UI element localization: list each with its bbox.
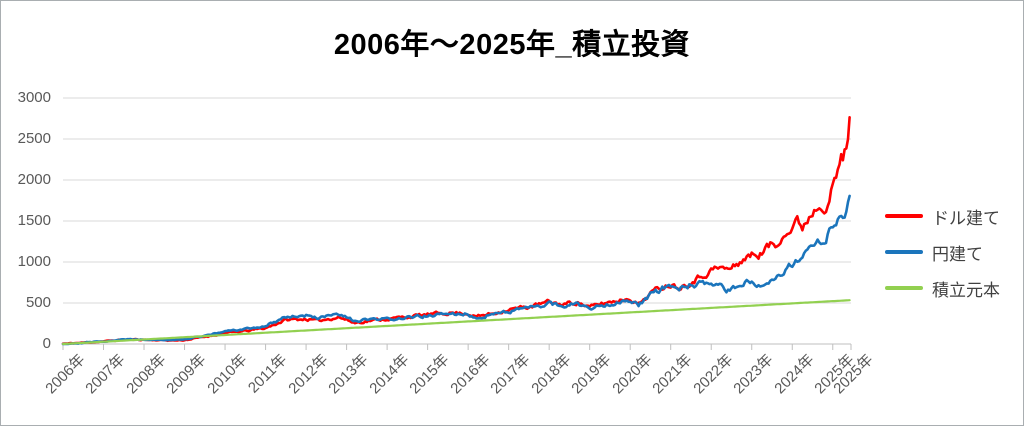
y-axis-label: 1500 [17, 212, 51, 229]
legend-line-green-icon [885, 286, 923, 290]
legend-label-principal: 積立元本 [932, 280, 1000, 300]
legend-line-red-icon [885, 214, 923, 218]
y-axis-label: 0 [42, 335, 51, 352]
series-line-dollar [61, 116, 851, 346]
y-axis-label: 500 [25, 294, 51, 311]
chart-legend: ドル建て 円建て 積立元本 [885, 198, 1000, 306]
legend-item-principal: 積立元本 [885, 270, 1000, 306]
chart-title: 2006年～2025年_積立投資 [333, 29, 691, 61]
legend-item-dollar: ドル建て [885, 198, 1000, 234]
series-line-principal [61, 299, 851, 346]
y-axis-label: 2500 [17, 130, 51, 147]
legend-label-dollar: ドル建て [932, 208, 1000, 228]
legend-item-yen: 円建て [885, 234, 1000, 270]
y-axis-label: 2000 [17, 171, 51, 188]
y-axis-label: 1000 [17, 253, 51, 270]
y-axis-label: 3000 [17, 89, 51, 106]
legend-label-yen: 円建て [932, 244, 983, 264]
legend-line-blue-icon [885, 250, 923, 254]
